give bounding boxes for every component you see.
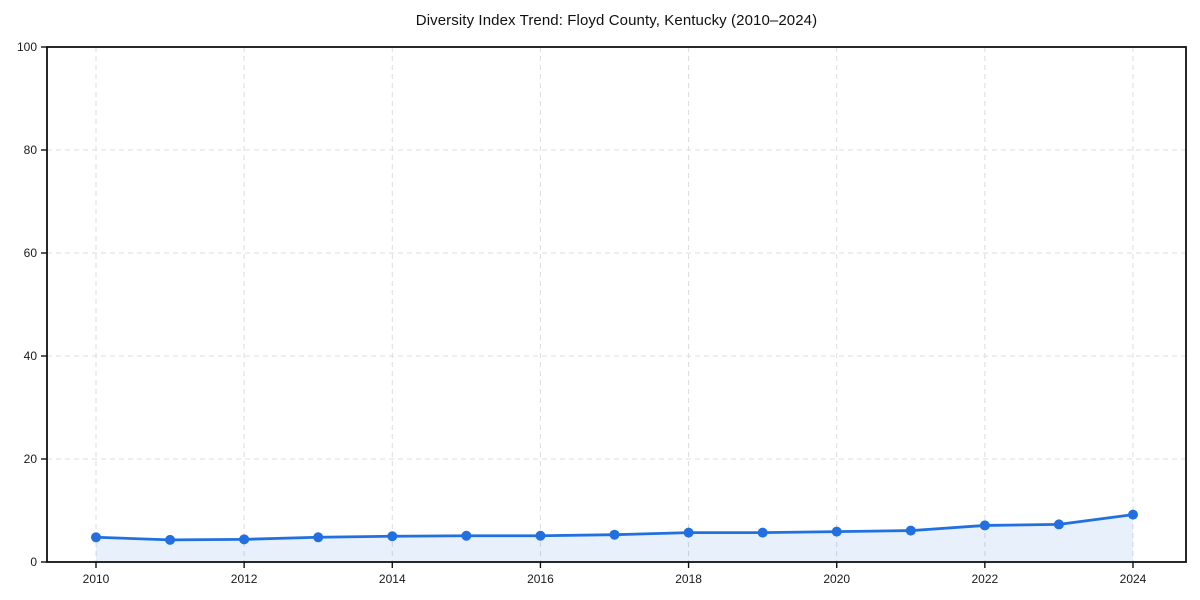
x-tick-label: 2018	[675, 572, 702, 586]
y-tick-label: 0	[30, 555, 37, 569]
data-point	[313, 532, 324, 543]
y-tick-label: 40	[24, 349, 38, 363]
x-tick-label: 2020	[823, 572, 850, 586]
plot-border	[46, 46, 1187, 563]
data-point	[535, 530, 546, 541]
data-point	[387, 531, 398, 542]
data-point	[757, 527, 768, 538]
data-point	[1053, 519, 1064, 530]
x-tick-label: 2022	[972, 572, 999, 586]
data-point	[979, 520, 990, 531]
data-point	[609, 529, 620, 540]
x-tick-label: 2014	[379, 572, 406, 586]
data-point	[905, 525, 916, 536]
data-point	[165, 534, 176, 545]
x-tick-label: 2024	[1120, 572, 1147, 586]
y-tick-label: 100	[17, 40, 37, 54]
y-tick-label: 60	[24, 246, 38, 260]
chart-title: Diversity Index Trend: Floyd County, Ken…	[415, 12, 818, 29]
x-tick-label: 2010	[83, 572, 110, 586]
x-tick-label: 2016	[527, 572, 554, 586]
x-tick-label: 2012	[231, 572, 258, 586]
y-tick-label: 20	[24, 452, 38, 466]
data-point	[91, 532, 101, 543]
data-point	[239, 534, 250, 545]
data-point	[1128, 509, 1138, 520]
data-point	[461, 530, 472, 541]
data-point	[831, 526, 842, 537]
data-point	[683, 527, 694, 538]
y-tick-label: 80	[24, 143, 38, 157]
